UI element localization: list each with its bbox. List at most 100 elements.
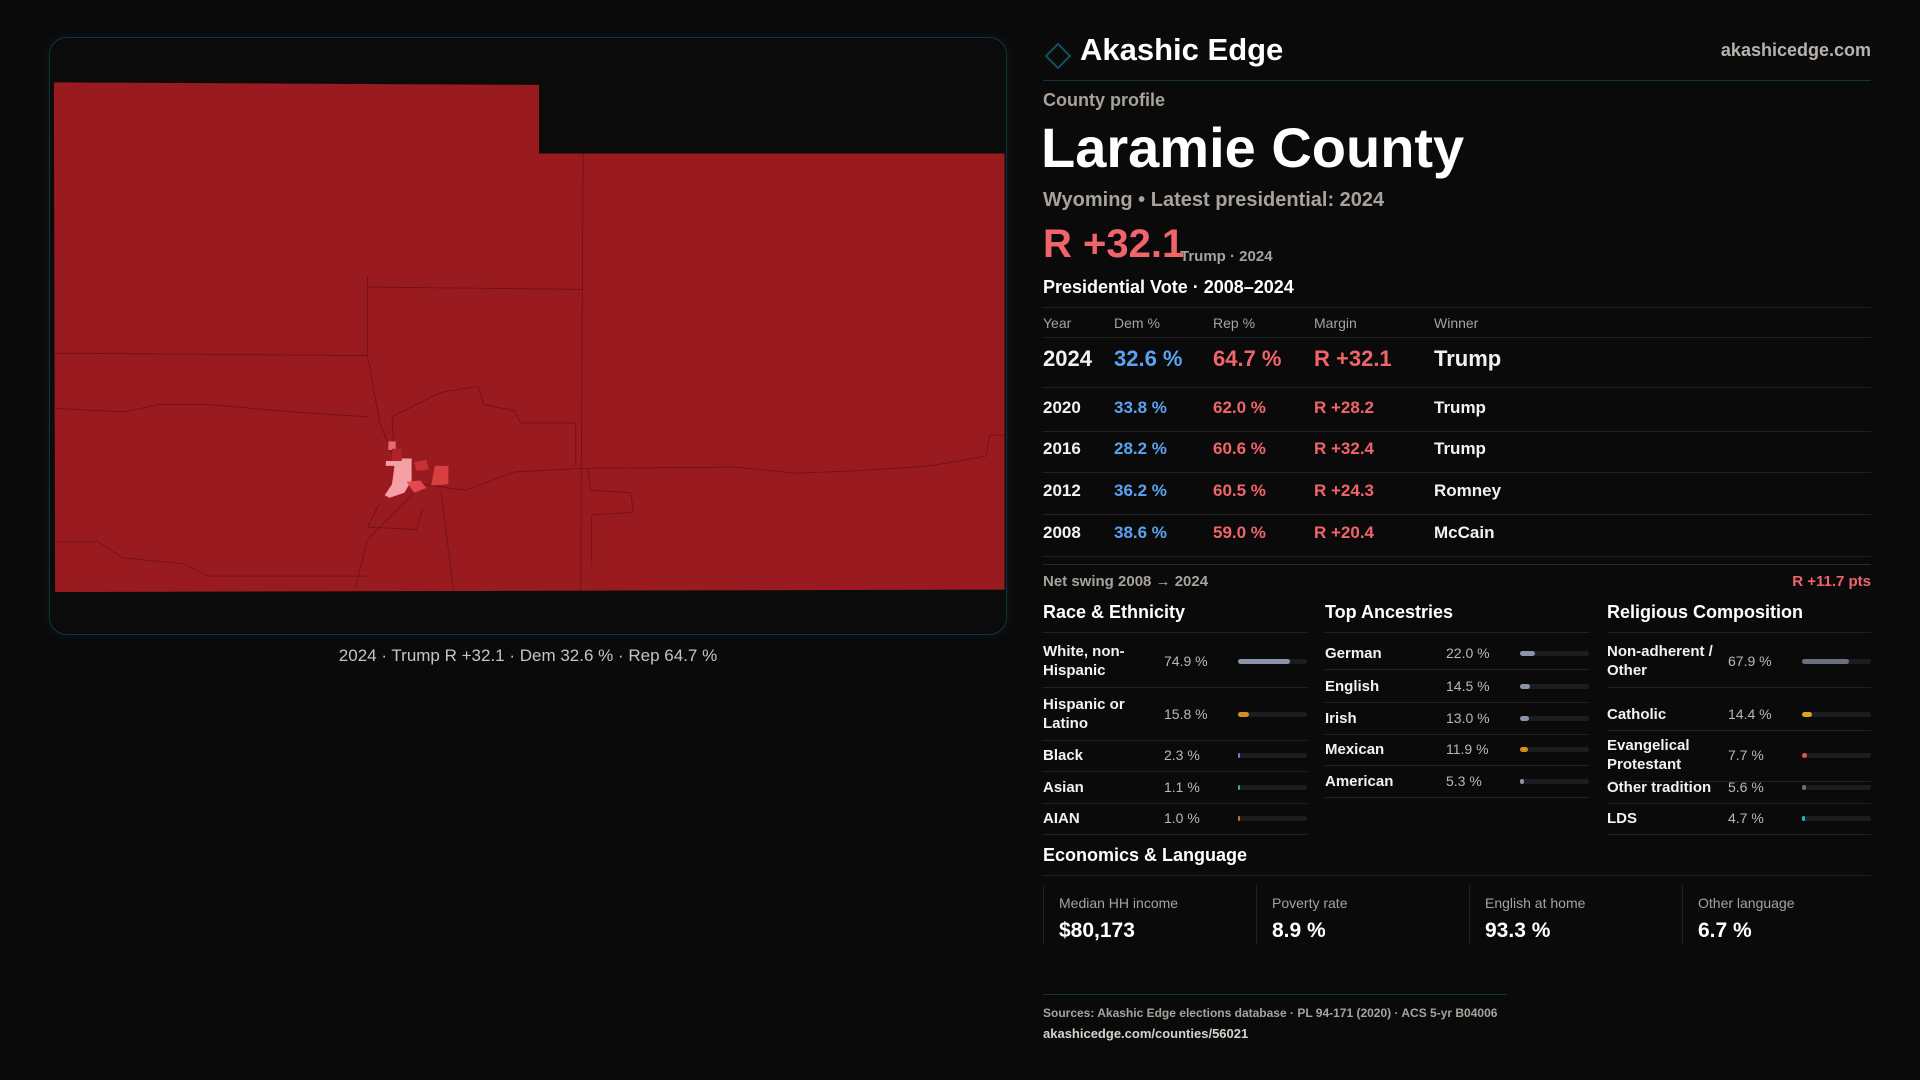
ancestry-item-label: American: [1325, 773, 1394, 790]
race-item-bar: [1238, 659, 1307, 664]
vote-cell-dem: 32.6 %: [1114, 346, 1183, 371]
headline-note: Trump · 2024: [1180, 248, 1273, 265]
race-item-value: 2.3 %: [1164, 747, 1200, 763]
net-swing-value: R +11.7 pts: [1792, 573, 1871, 590]
vote-cell-dem: 33.8 %: [1114, 398, 1167, 417]
map-precinct-boundaries: [53, 153, 1005, 591]
page-kicker: County profile: [1043, 90, 1165, 110]
religion-item-bar-fill: [1802, 753, 1808, 758]
ancestry-item-bar: [1520, 684, 1589, 689]
race-item-value: 1.0 %: [1164, 810, 1200, 826]
col-header-rep: Rep %: [1213, 315, 1256, 331]
religion-item-label: Catholic: [1607, 706, 1667, 723]
ancestry-title: Top Ancestries: [1325, 602, 1454, 622]
headline-margin: R +32.1: [1043, 222, 1185, 266]
econ-card: Poverty rate 8.9 %: [1256, 885, 1469, 945]
religion-item-value: 14.4 %: [1728, 706, 1772, 722]
religion-item-bar-fill: [1802, 785, 1806, 790]
race-item-bar-fill: [1238, 785, 1240, 790]
econ-card-label: English at home: [1485, 895, 1586, 911]
ancestry-item-bar: [1520, 716, 1589, 721]
econ-card: Median HH income $80,173: [1043, 885, 1256, 945]
vote-cell-margin: R +28.2: [1314, 398, 1375, 417]
vote-cell-winner: Trump: [1434, 439, 1486, 458]
map-county-shape: [53, 82, 1005, 593]
page-subtitle: Wyoming • Latest presidential: 2024: [1043, 189, 1385, 211]
ancestry-item-value: 22.0 %: [1446, 645, 1490, 661]
ancestry-item-label: German: [1325, 645, 1382, 662]
vote-section-title: Presidential Vote · 2008–2024: [1043, 277, 1294, 297]
econ-card-value: 8.9 %: [1272, 919, 1326, 942]
econ-card-label: Poverty rate: [1272, 895, 1348, 911]
race-item-label: Hispanic or Latino: [1043, 696, 1125, 732]
vote-cell-rep: 59.0 %: [1213, 523, 1266, 542]
col-header-year: Year: [1043, 315, 1072, 331]
header-divider: [1043, 80, 1871, 81]
race-title: Race & Ethnicity: [1043, 602, 1186, 622]
ancestry-item-label: English: [1325, 678, 1380, 695]
vote-cell-rep: 64.7 %: [1213, 346, 1282, 371]
net-swing-label: Net swing 2008 → 2024: [1043, 573, 1209, 590]
religion-item-value: 5.6 %: [1728, 779, 1764, 795]
religion-item-bar: [1802, 712, 1871, 717]
vote-cell-year: 2012: [1043, 481, 1081, 500]
econ-card-value: 6.7 %: [1698, 919, 1752, 942]
race-item-bar: [1238, 712, 1307, 717]
page-title: Laramie County: [1041, 116, 1465, 179]
race-item-value: 15.8 %: [1164, 706, 1208, 722]
ancestry-item-label: Mexican: [1325, 741, 1385, 758]
county-url-link[interactable]: akashicedge.com/counties/56021: [1043, 1026, 1249, 1041]
religion-item-bar-fill: [1802, 712, 1812, 717]
ancestry-item-bar-fill: [1520, 747, 1529, 752]
ancestry-item-value: 14.5 %: [1446, 678, 1490, 694]
sources-text: Sources: Akashic Edge elections database…: [1043, 1006, 1498, 1020]
col-header-winner: Winner: [1434, 315, 1479, 331]
ancestry-item-value: 11.9 %: [1446, 741, 1489, 757]
ancestry-item-bar-fill: [1520, 651, 1536, 656]
ancestry-item-bar-fill: [1520, 779, 1524, 784]
race-item-bar-fill: [1238, 712, 1249, 717]
religion-item-bar-fill: [1802, 816, 1806, 821]
ancestry-item-label: Irish: [1325, 710, 1357, 727]
econ-card-value: $80,173: [1059, 919, 1135, 942]
race-item-value: 74.9 %: [1164, 653, 1208, 669]
religion-item-label: Other tradition: [1607, 779, 1712, 796]
race-item-bar: [1238, 785, 1307, 790]
econ-card-label: Median HH income: [1059, 895, 1179, 911]
religion-item-bar: [1802, 785, 1871, 790]
race-item-bar-fill: [1238, 753, 1240, 758]
map-city-precincts: [384, 441, 449, 498]
vote-cell-dem: 36.2 %: [1114, 481, 1167, 500]
vote-cell-margin: R +20.4: [1314, 523, 1375, 542]
religion-item-bar: [1802, 659, 1871, 664]
vote-cell-dem: 38.6 %: [1114, 523, 1167, 542]
vote-cell-rep: 60.6 %: [1213, 439, 1266, 458]
vote-cell-winner: McCain: [1434, 523, 1495, 542]
col-header-dem: Dem %: [1114, 315, 1160, 331]
vote-cell-year: 2024: [1043, 346, 1092, 371]
race-item-label: AIAN: [1043, 810, 1080, 827]
race-item-value: 1.1 %: [1164, 779, 1200, 795]
race-item-label: Black: [1043, 747, 1084, 764]
religion-item-value: 4.7 %: [1728, 810, 1764, 826]
vote-cell-year: 2016: [1043, 439, 1081, 458]
vote-cell-winner: Trump: [1434, 346, 1502, 371]
ancestry-item-bar: [1520, 651, 1589, 656]
vote-cell-margin: R +32.1: [1314, 346, 1392, 371]
race-item-label: Asian: [1043, 779, 1084, 796]
vote-cell-margin: R +32.4: [1314, 439, 1375, 458]
county-precinct-map[interactable]: [49, 37, 1007, 635]
vote-cell-dem: 28.2 %: [1114, 439, 1167, 458]
diamond-logo-icon: [1044, 42, 1072, 70]
econ-card-value: 93.3 %: [1485, 919, 1551, 942]
ancestry-item-bar: [1520, 779, 1589, 784]
ancestry-item-bar-fill: [1520, 716, 1529, 721]
brand-name: Akashic Edge: [1080, 32, 1284, 67]
econ-card: English at home 93.3 %: [1469, 885, 1682, 945]
ancestry-item-value: 13.0 %: [1446, 710, 1490, 726]
religion-item-bar-fill: [1802, 659, 1849, 664]
site-link[interactable]: akashicedge.com: [1720, 40, 1871, 60]
religion-item-label: LDS: [1607, 810, 1637, 827]
vote-cell-margin: R +24.3: [1314, 481, 1375, 500]
map-caption: 2024 · Trump R +32.1 · Dem 32.6 % · Rep …: [338, 646, 718, 665]
